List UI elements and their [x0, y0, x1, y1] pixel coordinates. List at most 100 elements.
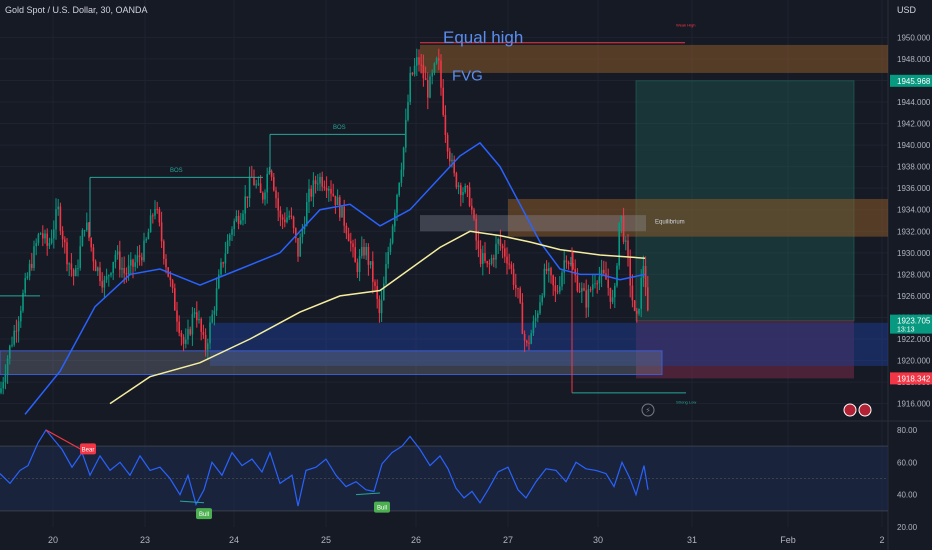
candle-body — [427, 79, 429, 98]
candle-body — [446, 134, 449, 152]
candle-body — [314, 180, 317, 185]
candle-body — [405, 119, 407, 148]
candle-body — [264, 192, 266, 200]
candle-body — [429, 76, 431, 98]
price-tick: 1934.000 — [897, 206, 931, 215]
time-tick: 23 — [140, 535, 150, 545]
candle-body — [517, 288, 519, 290]
candle-body — [97, 267, 99, 272]
candle-body — [306, 201, 308, 226]
candle-body — [20, 310, 22, 322]
price-tick: 1944.000 — [897, 98, 931, 107]
candle-body — [321, 176, 323, 187]
candle-body — [422, 64, 425, 79]
candle-body — [378, 298, 381, 314]
price-tick: 1926.000 — [897, 292, 931, 301]
candle-body — [541, 295, 543, 303]
candle-body — [200, 318, 202, 332]
candle-body — [374, 281, 376, 287]
price-tick: 1936.000 — [897, 184, 931, 193]
candle-body — [15, 330, 18, 332]
price-tick: 1940.000 — [897, 141, 931, 150]
candle-body — [171, 280, 174, 289]
candle-body — [143, 240, 145, 261]
candle-body — [147, 232, 150, 240]
moving-averages — [24, 141, 646, 415]
candle-body — [387, 251, 389, 265]
time-tick: 2 — [879, 535, 884, 545]
time-tick: 27 — [503, 535, 513, 545]
candle-body — [136, 255, 139, 263]
candle-body — [308, 188, 310, 202]
candle-body — [356, 262, 359, 272]
price-label-bg — [890, 74, 932, 87]
candle-body — [345, 225, 348, 234]
candle-body — [424, 78, 427, 80]
candle-body — [268, 171, 271, 174]
candle-body — [385, 264, 387, 284]
candle-body — [391, 226, 394, 243]
candle-body — [545, 268, 548, 272]
candle-body — [288, 215, 290, 218]
rsi-divergence-line — [45, 429, 85, 452]
candle-body — [369, 261, 372, 265]
candle-body — [504, 248, 506, 257]
candle-body — [367, 246, 370, 265]
candle-body — [244, 196, 246, 214]
weak-high-label: Weak High — [676, 23, 696, 28]
candle-body — [328, 188, 330, 191]
candle-body — [323, 186, 326, 188]
candle-body — [413, 65, 416, 75]
candle-body — [642, 266, 645, 279]
candle-body — [581, 288, 583, 292]
candle-body — [59, 206, 62, 231]
candle-body — [400, 169, 403, 183]
time-tick: 26 — [411, 535, 421, 545]
candle-body — [352, 243, 354, 248]
candle-body — [317, 183, 319, 185]
candle-body — [570, 263, 572, 265]
candle-body — [116, 251, 119, 255]
candle-body — [638, 308, 640, 314]
candle-body — [290, 215, 293, 217]
candle-body — [279, 210, 282, 218]
candle-body — [103, 279, 106, 288]
candle-body — [596, 283, 598, 285]
rsi-tick: 20.00 — [897, 523, 918, 532]
candle-body — [9, 345, 11, 359]
candle-body — [603, 269, 605, 274]
time-tick: 25 — [321, 535, 331, 545]
candle-body — [88, 222, 90, 238]
candle-body — [347, 233, 350, 242]
candle-body — [26, 276, 29, 279]
rsi-bear-badge: Bear — [82, 447, 95, 453]
candle-body — [497, 239, 499, 244]
candle-body — [299, 237, 301, 257]
candle-body — [455, 173, 458, 188]
price-tick: 1948.000 — [897, 55, 931, 64]
candle-body — [220, 262, 222, 275]
candle-body — [585, 290, 587, 308]
candle-body — [235, 216, 238, 222]
candle-body — [528, 342, 530, 344]
candle-body — [350, 241, 352, 244]
candle-body — [110, 272, 112, 276]
candle-body — [193, 312, 196, 315]
candle-body — [376, 286, 378, 299]
candle-body — [330, 188, 332, 194]
price-tick: 1932.000 — [897, 227, 931, 236]
candle-body — [292, 216, 295, 229]
candle-body — [262, 192, 264, 200]
candle-body — [559, 286, 561, 292]
candle-body — [402, 147, 405, 170]
candle-body — [475, 218, 477, 241]
candle-body — [61, 230, 64, 240]
candle-body — [332, 193, 334, 196]
rsi-bull-badge: Bull — [377, 506, 387, 512]
candle-body — [92, 247, 95, 262]
annotations: Equal high FVG BOS BOS Equilibrium Strong Low… — [0, 23, 872, 417]
candle-body — [493, 258, 495, 260]
candle-body — [204, 334, 207, 350]
time-tick: 20 — [48, 535, 58, 545]
